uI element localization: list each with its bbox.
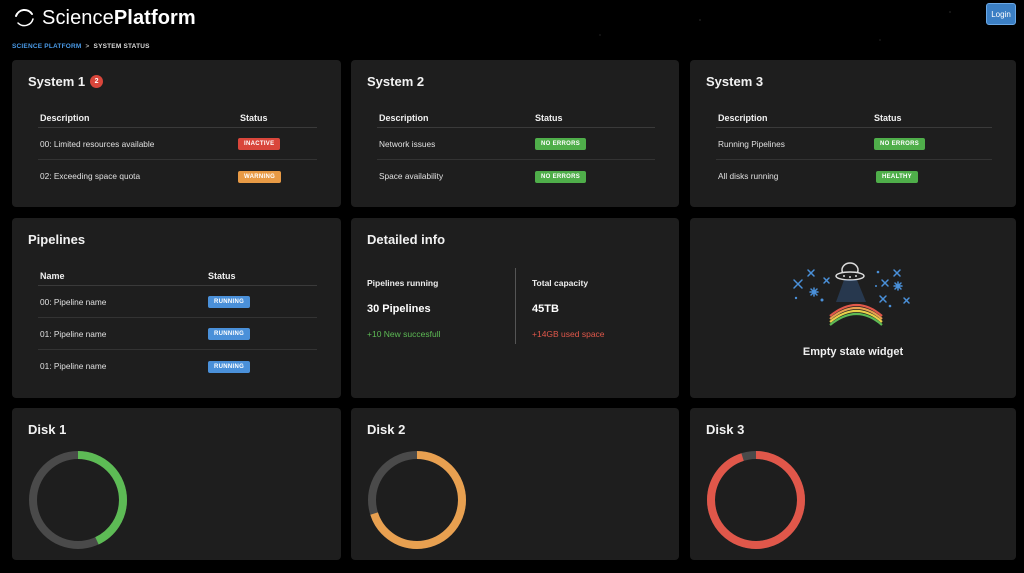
system-2-title: System 2 — [367, 74, 425, 89]
brand-logo[interactable]: SciencePlatform — [12, 6, 196, 30]
system-1-title-text: System 1 — [28, 74, 86, 89]
system-1-alert-badge: 2 — [90, 75, 104, 88]
disk-1-card: Disk 1 — [12, 408, 341, 560]
disk-1-title: Disk 1 — [28, 422, 67, 437]
status-badge: INACTIVE — [238, 138, 281, 150]
donut-fill — [29, 451, 127, 549]
stat-label: Pipelines running — [367, 278, 439, 288]
row-description: Space availability — [379, 171, 444, 181]
system-1-table: Description Status 00: Limited resources… — [38, 108, 317, 192]
row-description: 02: Exceeding space quota — [40, 171, 141, 181]
table-row[interactable]: Space availability NO ERRORS — [377, 160, 655, 192]
table-row[interactable]: 01: Pipeline name RUNNING — [38, 318, 317, 350]
stat-value: 45TB — [532, 303, 559, 315]
description-header: Description — [379, 112, 429, 123]
pipelines-running-stat: Pipelines running 30 Pipelines +10 New s… — [367, 278, 440, 339]
donut-fill — [707, 451, 805, 549]
pipelines-table: Name Status 00: Pipeline name RUNNING 01… — [38, 266, 317, 382]
table-row[interactable]: Network issues NO ERRORS — [377, 128, 655, 160]
stat-value: 30 Pipelines — [367, 303, 431, 315]
system-2-card: System 2 Description Status Network issu… — [351, 60, 679, 207]
pipelines-title: Pipelines — [28, 232, 86, 247]
disk-1-usage-donut — [29, 451, 127, 549]
row-description: All disks running — [718, 171, 779, 181]
brand-name-bold: Platform — [113, 6, 196, 29]
pipeline-name: 01: Pipeline name — [40, 328, 107, 339]
disk-3-title: Disk 3 — [706, 422, 745, 437]
app-header: SciencePlatform Login SCIENCE PLATFORM >… — [0, 0, 1024, 56]
row-description: 00: Limited resources available — [40, 138, 155, 149]
status-header: Status — [535, 112, 563, 123]
empty-state-caption: Empty state widget — [802, 346, 904, 358]
breadcrumb: SCIENCE PLATFORM > SYSTEM STATUS — [12, 43, 150, 50]
pipelines-card: Pipelines Name Status 00: Pipeline name … — [12, 218, 341, 398]
description-header: Description — [718, 112, 768, 123]
status-header: Status — [208, 270, 236, 281]
ufo-rainbow-icon — [793, 262, 910, 326]
table-header: Description Status — [38, 108, 317, 128]
system-2-table: Description Status Network issues NO ERR… — [377, 108, 655, 192]
table-header: Name Status — [38, 266, 317, 286]
system-3-table: Description Status Running Pipelines NO … — [716, 108, 992, 192]
disk-2-card: Disk 2 — [351, 408, 679, 560]
empty-state-card: Empty state widget — [690, 218, 1016, 398]
detailed-info-title: Detailed info — [367, 232, 446, 247]
table-header: Description Status — [377, 108, 655, 128]
login-button[interactable]: Login — [986, 3, 1016, 25]
disk-2-title: Disk 2 — [367, 422, 406, 437]
disk-3-usage-donut — [707, 451, 805, 549]
donut-fill — [368, 451, 466, 549]
status-badge: NO ERRORS — [874, 138, 926, 150]
table-row[interactable]: 00: Limited resources available INACTIVE — [38, 128, 317, 160]
table-row[interactable]: 02: Exceeding space quota WARNING — [38, 160, 317, 192]
row-description: Running Pipelines — [718, 138, 785, 149]
brand-name: SciencePlatform — [42, 7, 196, 30]
pipeline-name: 00: Pipeline name — [40, 296, 107, 307]
breadcrumb-separator: > — [85, 43, 90, 50]
table-header: Description Status — [716, 108, 992, 128]
breadcrumb-current: SYSTEM STATUS — [93, 43, 150, 50]
total-capacity-stat: Total capacity 45TB +14GB used space — [532, 278, 605, 339]
disk-3-card: Disk 3 — [690, 408, 1016, 560]
stat-divider — [515, 268, 516, 344]
stat-delta: +10 New succesfull — [367, 329, 441, 339]
logo-orbit-icon — [15, 9, 34, 27]
stat-delta: +14GB used space — [532, 329, 605, 339]
breadcrumb-root-link[interactable]: SCIENCE PLATFORM — [12, 43, 82, 50]
description-header: Description — [40, 112, 90, 123]
status-badge: NO ERRORS — [535, 138, 587, 150]
brand-name-light: Science — [42, 6, 114, 29]
detailed-info-card: Detailed info Pipelines running 30 Pipel… — [351, 218, 679, 398]
row-description: Network issues — [379, 138, 436, 149]
status-badge: RUNNING — [208, 360, 251, 373]
system-3-title: System 3 — [706, 74, 764, 89]
status-badge: HEALTHY — [876, 170, 918, 183]
table-row[interactable]: 00: Pipeline name RUNNING — [38, 286, 317, 318]
system-1-card: System 1 2 Description Status 00: Limite… — [12, 60, 341, 207]
table-row[interactable]: Running Pipelines NO ERRORS — [716, 128, 992, 160]
table-row[interactable]: All disks running HEALTHY — [716, 160, 992, 192]
status-badge: WARNING — [238, 170, 282, 183]
system-1-title: System 1 2 — [28, 74, 104, 89]
status-header: Status — [240, 112, 268, 123]
status-badge: RUNNING — [208, 328, 251, 340]
pipeline-name: 01: Pipeline name — [40, 361, 107, 371]
stat-label: Total capacity — [532, 278, 589, 288]
name-header: Name — [40, 270, 65, 281]
status-badge: RUNNING — [208, 296, 251, 308]
disk-2-usage-donut — [368, 451, 466, 549]
system-3-card: System 3 Description Status Running Pipe… — [690, 60, 1016, 207]
status-header: Status — [874, 112, 902, 123]
status-badge: NO ERRORS — [535, 170, 587, 183]
table-row[interactable]: 01: Pipeline name RUNNING — [38, 350, 317, 382]
